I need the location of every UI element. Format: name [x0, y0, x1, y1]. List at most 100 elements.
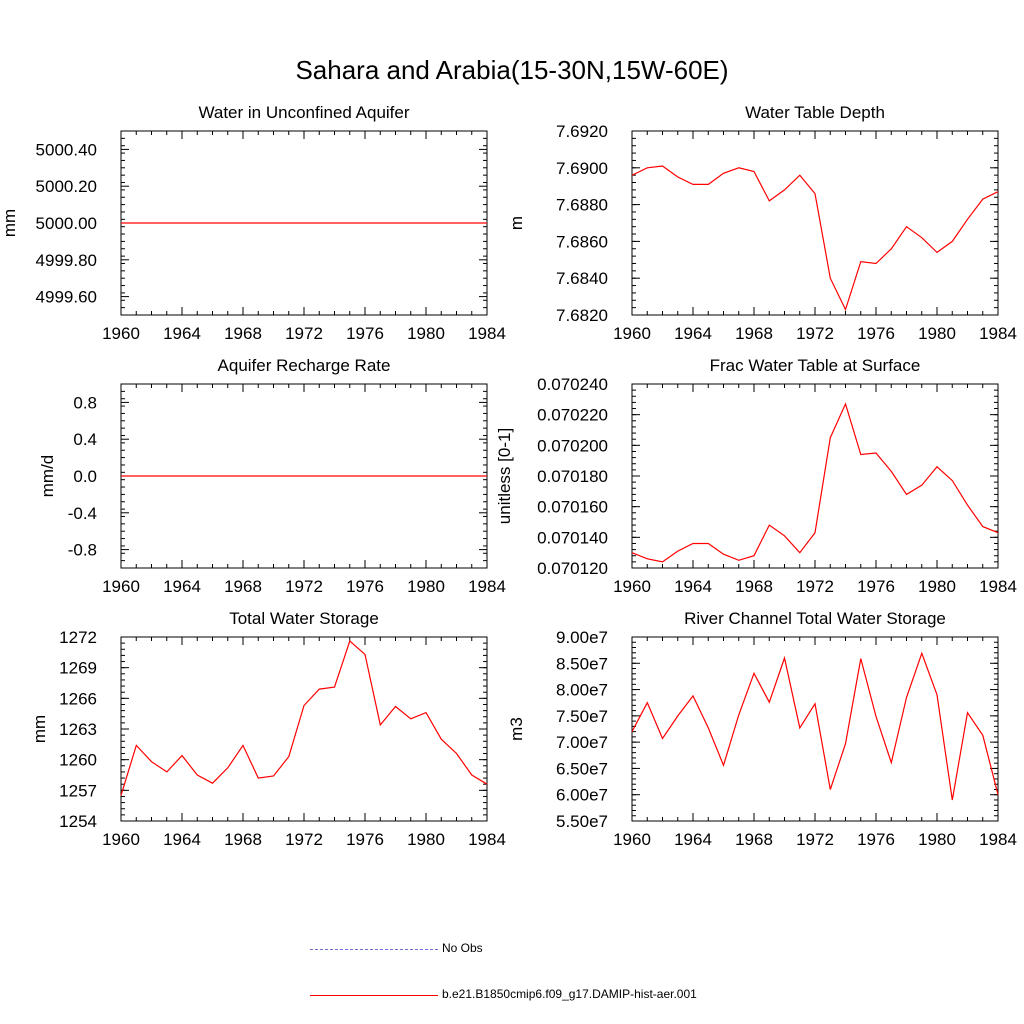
x-tick-label: 1964	[674, 324, 712, 343]
x-tick-label: 1964	[163, 324, 201, 343]
y-tick-label: 0.070240	[537, 375, 608, 394]
y-tick-label: 1260	[59, 751, 97, 770]
x-tick-label: 1984	[468, 830, 506, 849]
x-tick-label: 1984	[468, 324, 506, 343]
chart-panel-6: 1960 1964 1968 1972 1976 1980 1984 5.50e7 6.00e7…	[507, 609, 1017, 849]
plot-frame	[631, 130, 999, 316]
plot-frame	[120, 636, 488, 822]
y-tick-label: 9.00e7	[556, 628, 608, 647]
y-tick-label: 0.070140	[537, 528, 608, 547]
x-tick-label: 1976	[857, 577, 895, 596]
y-tick-label: 0.8	[73, 393, 97, 412]
chart-title: Aquifer Recharge Rate	[218, 356, 391, 375]
x-tick-label: 1984	[979, 577, 1017, 596]
x-tick-label: 1964	[674, 577, 712, 596]
y-tick-label: 8.50e7	[556, 654, 608, 673]
y-tick-label: 1272	[59, 628, 97, 647]
y-tick-label: 0.070200	[537, 436, 608, 455]
series-line	[631, 402, 999, 563]
x-tick-label: 1960	[102, 830, 140, 849]
x-tick-label: 1964	[163, 577, 201, 596]
legend-obs-label: No Obs	[442, 941, 483, 955]
chart-panel-4: 1960 1964 1968 1972 1976 1980 1984 0.070120 0.07…	[495, 356, 1017, 596]
y-axis-label: unitless [0-1]	[495, 428, 514, 524]
x-tick-label: 1980	[407, 324, 445, 343]
y-tick-label: 4999.60	[36, 288, 97, 307]
y-tick-label: 1266	[59, 689, 97, 708]
y-axis-label: mm/d	[38, 455, 57, 498]
plot-frame	[631, 636, 999, 822]
x-tick-label: 1980	[407, 577, 445, 596]
chart-panel-3: 1960 1964 1968 1972 1976 1980 1984 -0.8 -0.4 0.0 0…	[38, 356, 506, 596]
plot-frame	[631, 383, 999, 569]
y-tick-label: 0.070220	[537, 406, 608, 425]
y-tick-label: 1254	[59, 812, 97, 831]
x-tick-label: 1984	[979, 830, 1017, 849]
x-tick-label: 1968	[735, 324, 773, 343]
y-tick-label: 0.070160	[537, 498, 608, 517]
x-tick-label: 1964	[674, 830, 712, 849]
y-axis-label: mm	[0, 209, 19, 237]
y-tick-label: 5000.00	[36, 214, 97, 233]
y-tick-label: 0.070120	[537, 559, 608, 578]
y-tick-label: 7.6920	[556, 122, 608, 141]
x-tick-label: 1972	[796, 324, 834, 343]
y-tick-label: 5000.20	[36, 177, 97, 196]
y-tick-label: 6.50e7	[556, 759, 608, 778]
y-axis-label: m3	[507, 717, 526, 741]
x-tick-label: 1960	[613, 577, 651, 596]
y-tick-label: 8.00e7	[556, 681, 608, 700]
x-tick-label: 1960	[613, 324, 651, 343]
chart-title: Water in Unconfined Aquifer	[198, 103, 409, 122]
x-tick-label: 1976	[346, 830, 384, 849]
y-tick-label: 7.6860	[556, 232, 608, 251]
y-tick-label: 0.0	[73, 467, 97, 486]
y-axis-label: mm	[30, 715, 49, 743]
legend-model-label: b.e21.B1850cmip6.f09_g17.DAMIP-hist-aer.…	[442, 987, 697, 1001]
y-tick-label: 7.6820	[556, 306, 608, 325]
y-tick-label: 5.50e7	[556, 812, 608, 831]
y-tick-label: -0.4	[68, 504, 97, 523]
x-tick-label: 1984	[979, 324, 1017, 343]
figure-title: Sahara and Arabia(15-30N,15W-60E)	[295, 55, 729, 85]
y-tick-label: 7.6900	[556, 159, 608, 178]
x-tick-label: 1960	[102, 324, 140, 343]
y-tick-label: 1263	[59, 720, 97, 739]
series-line	[631, 651, 999, 801]
x-tick-label: 1968	[224, 324, 262, 343]
chart-title: Frac Water Table at Surface	[710, 356, 921, 375]
x-tick-label: 1968	[735, 830, 773, 849]
x-tick-label: 1960	[102, 577, 140, 596]
chart-panel-1: 1960 1964 1968 1972 1976 1980 1984 4999.60 4999.…	[0, 103, 506, 343]
x-tick-label: 1980	[918, 830, 956, 849]
y-tick-label: 6.00e7	[556, 786, 608, 805]
chart-title: River Channel Total Water Storage	[684, 609, 946, 628]
x-tick-label: 1968	[735, 577, 773, 596]
x-tick-label: 1972	[796, 577, 834, 596]
x-tick-label: 1972	[285, 830, 323, 849]
x-tick-label: 1968	[224, 830, 262, 849]
y-tick-label: 7.50e7	[556, 707, 608, 726]
x-tick-label: 1976	[857, 324, 895, 343]
x-tick-label: 1976	[857, 830, 895, 849]
x-tick-label: 1976	[346, 577, 384, 596]
x-tick-label: 1960	[613, 830, 651, 849]
series-line	[120, 640, 488, 796]
y-tick-label: 0.070180	[537, 467, 608, 486]
legend-model-line	[310, 995, 438, 996]
y-tick-label: 7.6840	[556, 269, 608, 288]
x-tick-label: 1972	[285, 324, 323, 343]
x-tick-label: 1972	[796, 830, 834, 849]
y-tick-label: 7.00e7	[556, 733, 608, 752]
x-tick-label: 1980	[918, 324, 956, 343]
y-tick-label: 4999.80	[36, 251, 97, 270]
x-tick-label: 1976	[346, 324, 384, 343]
y-tick-label: 1257	[59, 781, 97, 800]
y-tick-label: 1269	[59, 659, 97, 678]
legend-obs-line	[310, 949, 438, 950]
x-tick-label: 1964	[163, 830, 201, 849]
y-axis-label: m	[507, 216, 526, 230]
chart-panel-5: 1960 1964 1968 1972 1976 1980 1984 1254 1257 1260…	[30, 609, 506, 849]
chart-title: Water Table Depth	[745, 103, 885, 122]
